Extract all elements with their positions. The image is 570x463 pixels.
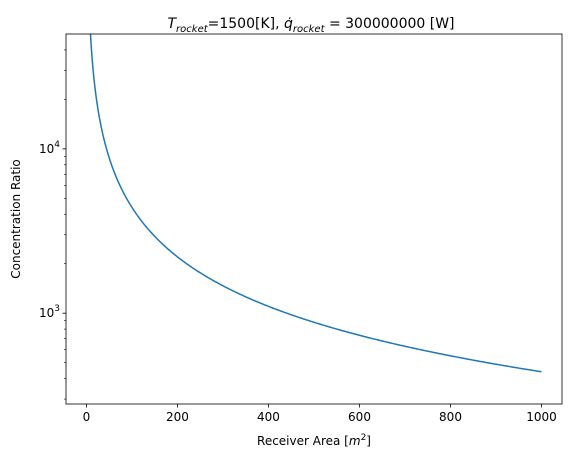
x-tick-label: 0 [83,410,91,424]
x-tick-label: 800 [439,410,462,424]
x-tick-label: 200 [166,410,189,424]
chart-title: Trocket=1500[K], q̇rocket = 300000000 [W… [167,16,454,35]
y-tick-label: 103 [39,304,60,320]
y-axis: 103 104 [39,49,66,400]
x-tick-label: 400 [257,410,280,424]
x-axis-label: Receiver Area [m2] [257,433,371,448]
y-tick-label: 104 [39,140,60,156]
series-line [89,34,542,373]
x-tick-label: 1000 [526,410,557,424]
y-axis-label: Concentration Ratio [9,159,23,279]
plot-frame [65,33,563,405]
plot-area [65,33,563,405]
x-tick-label: 600 [348,410,371,424]
x-axis: 0 200 400 600 800 1000 [83,404,557,424]
